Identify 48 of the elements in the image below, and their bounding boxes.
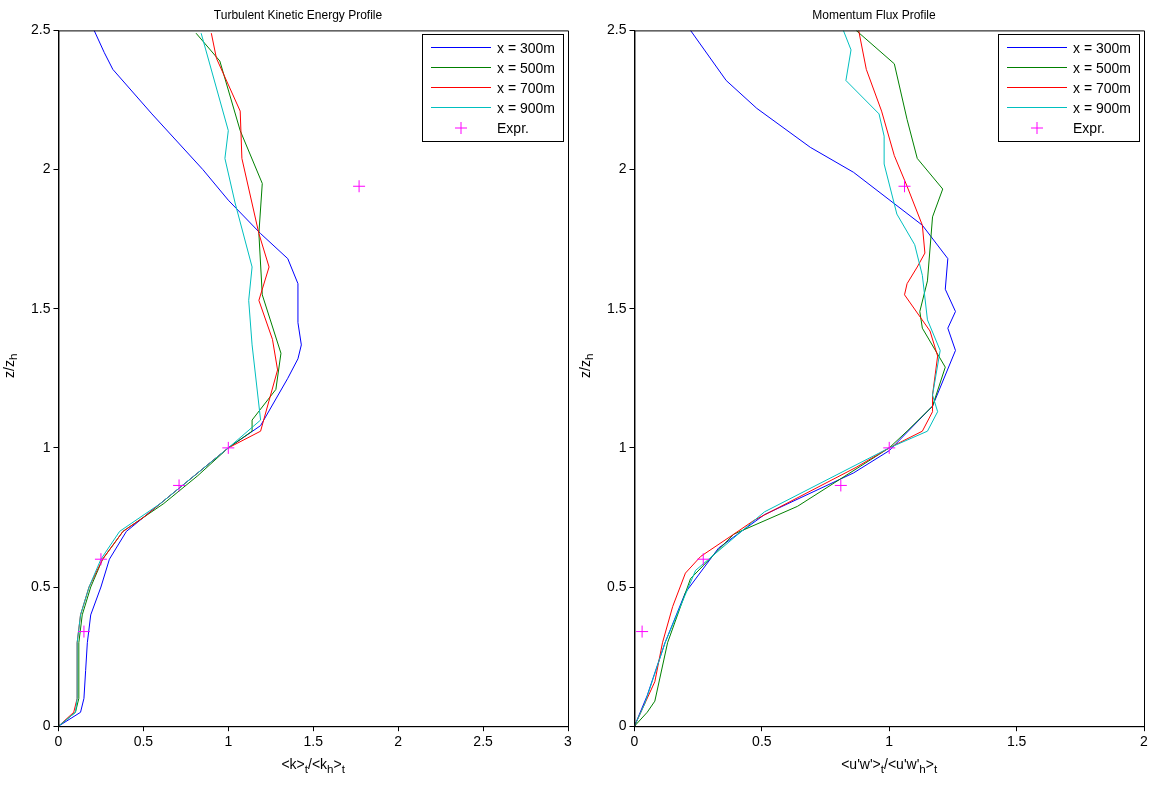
x-axis-title: <k>$_{t}$/<k$_{h}$>$_{t}$ [281, 756, 346, 775]
legend-label: x = 700m [1073, 80, 1131, 97]
legend-label: x = 300m [497, 40, 555, 57]
legend-label: x = 500m [1073, 60, 1131, 77]
legend-label: x = 500m [497, 60, 555, 77]
x-tick-label: 0.5 [133, 733, 154, 750]
x-axis-title: <u'w'>$_{t}$/<u'w'$_{h}$>$_{t}$ [841, 756, 938, 775]
y-tick-label: 1 [618, 438, 627, 455]
legend-label: Expr. [1073, 120, 1105, 137]
x-tick-label: 1.5 [303, 733, 324, 750]
y-tick-label: 2 [42, 160, 51, 177]
y-tick-label: 2.5 [30, 21, 51, 38]
y-tick-label: 1.5 [30, 299, 51, 316]
y-tick-label: 2.5 [606, 21, 627, 38]
legend-label: x = 700m [497, 80, 555, 97]
legend-label: x = 900m [497, 100, 555, 117]
y-tick-label: 0 [42, 717, 51, 734]
legend-label: x = 300m [1073, 40, 1131, 57]
x-tick-label: 0 [54, 733, 63, 750]
y-tick-label: 0.5 [30, 577, 51, 594]
x-tick-label: 1 [224, 733, 233, 750]
y-tick-label: 1.5 [606, 299, 627, 316]
legend-label: Expr. [497, 120, 529, 137]
point [352, 179, 366, 193]
x-tick-label: 2.5 [473, 733, 494, 750]
point [834, 478, 848, 492]
x-tick-label: 3 [564, 733, 573, 750]
y-tick-label: 0.5 [606, 577, 627, 594]
x-tick-label: 1 [885, 733, 894, 750]
y-tick-label: 2 [618, 160, 627, 177]
point [696, 552, 710, 566]
point [77, 625, 91, 639]
point [94, 552, 108, 566]
x-tick-label: 2 [1140, 733, 1149, 750]
x-tick-label: 2 [394, 733, 403, 750]
y-tick-label: 0 [618, 717, 627, 734]
chart-title: Momentum Flux Profile [812, 7, 937, 22]
x-tick-label: 0.5 [752, 733, 772, 750]
point [172, 478, 186, 492]
chart-title: Turbulent Kinetic Energy Profile [213, 7, 383, 22]
point [882, 441, 896, 455]
y-tick-label: 1 [42, 438, 51, 455]
point [221, 441, 235, 455]
legend-label: x = 900m [1073, 100, 1131, 117]
point [898, 179, 912, 193]
x-tick-label: 0 [630, 733, 639, 750]
x-tick-label: 1.5 [1006, 733, 1027, 750]
point [635, 625, 649, 639]
